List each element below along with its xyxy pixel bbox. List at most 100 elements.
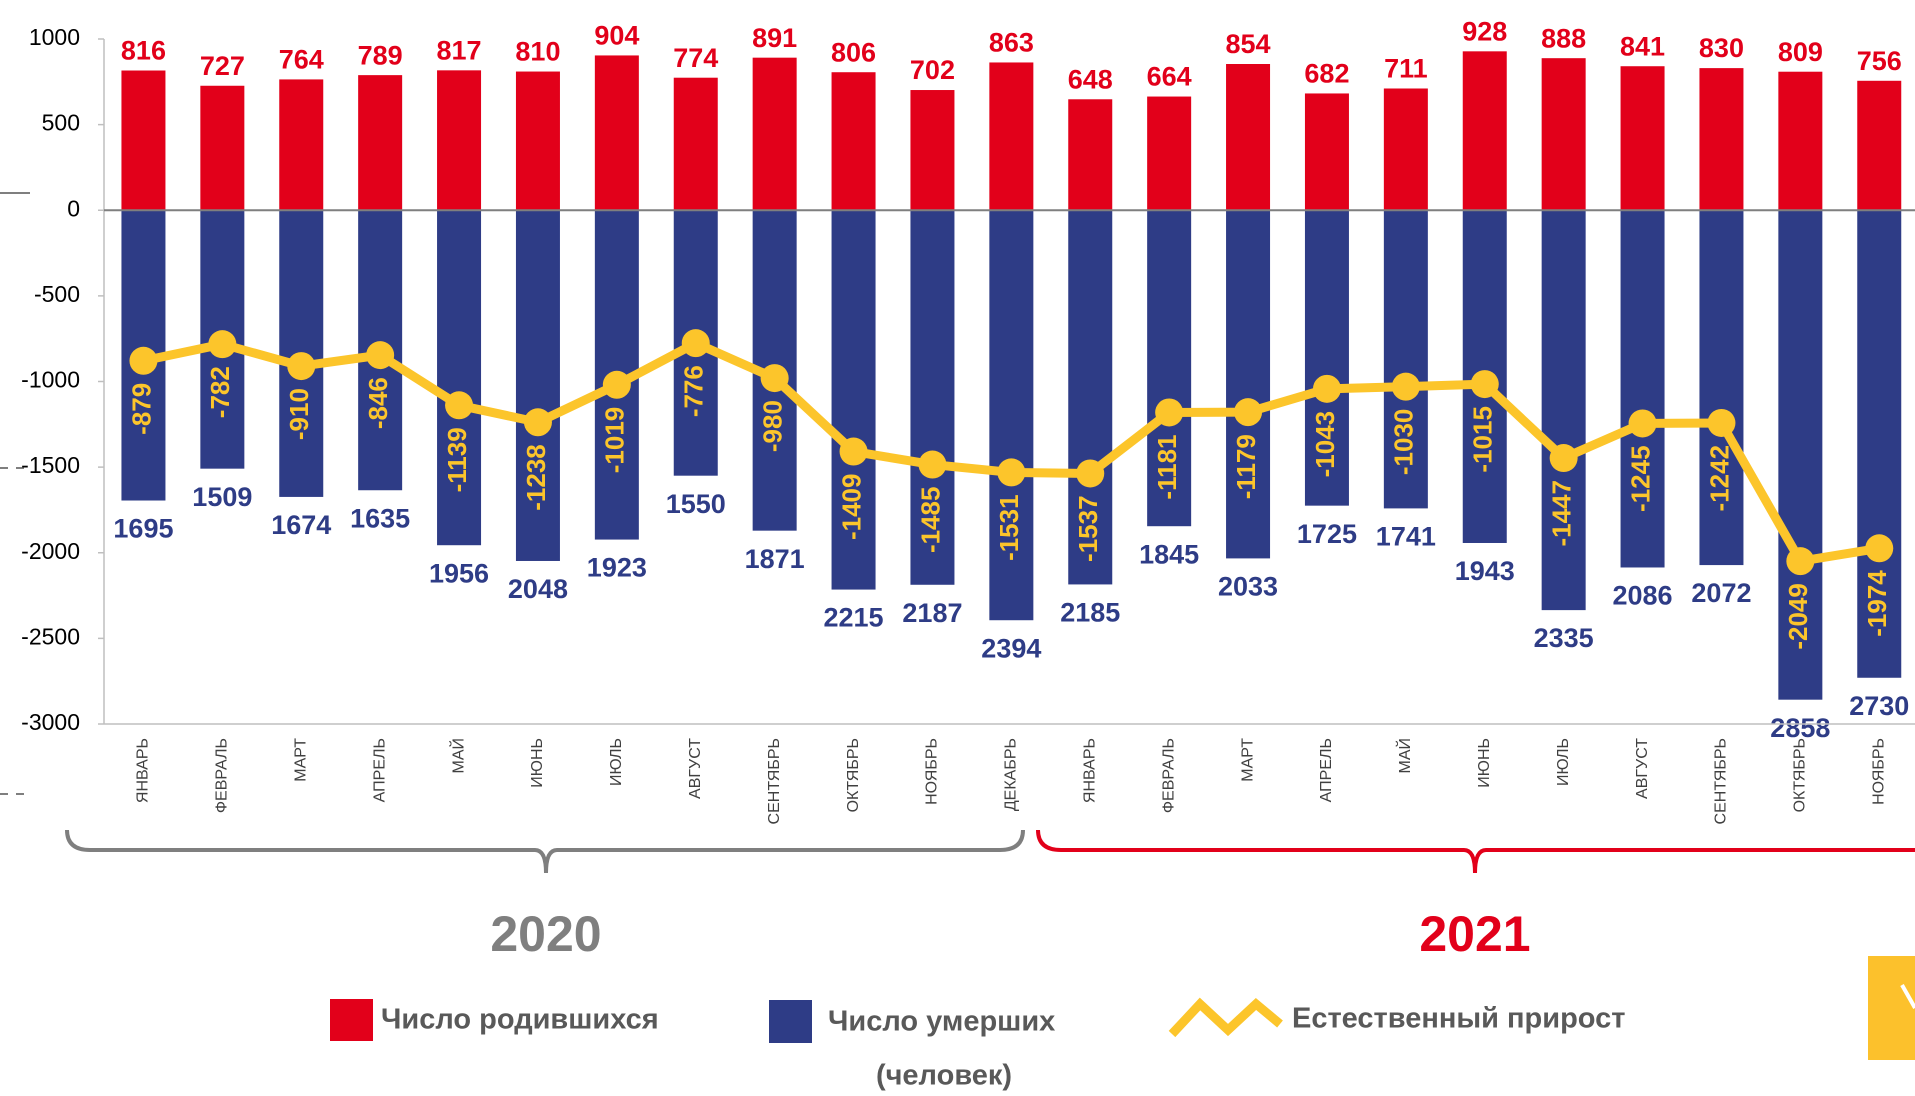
line-label: -1238 <box>521 444 551 511</box>
line-label: -1043 <box>1310 411 1340 478</box>
x-tick-label: МАЙ <box>1395 738 1414 774</box>
line-label: -1409 <box>836 474 866 541</box>
data-label: 1635 <box>350 503 410 533</box>
y-tick-label: -1000 <box>21 367 80 393</box>
data-label: 806 <box>831 37 876 67</box>
line-label: -1015 <box>1468 406 1498 473</box>
x-tick-label: АВГУСТ <box>1634 738 1651 799</box>
line-label: -1537 <box>1073 495 1103 562</box>
bar <box>673 77 718 211</box>
x-tick-label: МАРТ <box>1239 738 1256 782</box>
line-label: -1531 <box>994 494 1024 560</box>
data-label: 1725 <box>1297 519 1357 549</box>
line-marker <box>1707 408 1736 437</box>
data-label: 702 <box>910 55 955 85</box>
x-tick-label: ИЮНЬ <box>1476 738 1493 788</box>
line-label: -1139 <box>442 427 472 492</box>
x-tick-label: ОКТЯБРЬ <box>845 738 862 812</box>
line-marker <box>1076 459 1105 488</box>
data-label: 817 <box>437 35 482 65</box>
line-label: -1485 <box>915 487 945 554</box>
line-marker <box>1628 409 1657 438</box>
x-tick-label: НОЯБРЬ <box>1870 738 1887 805</box>
x-tick-label: АВГУСТ <box>687 738 704 799</box>
data-label: 809 <box>1778 37 1823 67</box>
data-label: 2858 <box>1770 713 1830 743</box>
line-marker <box>918 450 947 479</box>
line-marker <box>1549 444 1578 473</box>
data-label: 888 <box>1541 23 1586 53</box>
bar <box>1068 210 1113 585</box>
x-tick-label: ОКТЯБРЬ <box>1792 738 1809 812</box>
data-label: 2048 <box>508 574 568 604</box>
data-label: 648 <box>1068 64 1113 94</box>
x-tick-label: ДЕКАБРЬ <box>1003 738 1020 811</box>
bar <box>1857 80 1902 211</box>
x-tick-label: ИЮЛЬ <box>608 738 625 786</box>
data-label: 2215 <box>824 603 884 633</box>
next-icon <box>1900 984 1915 1009</box>
bar <box>1778 71 1823 211</box>
line-marker <box>760 364 789 393</box>
data-label: 1550 <box>666 489 726 519</box>
line-label: -1030 <box>1389 409 1419 476</box>
line-marker <box>129 346 158 375</box>
line-marker <box>1865 534 1894 563</box>
x-tick-label: СЕНТЯБРЬ <box>1713 738 1730 824</box>
bar <box>1068 99 1113 211</box>
line-label: -776 <box>679 365 709 417</box>
bar <box>1541 58 1586 211</box>
x-tick-label: ФЕВРАЛЬ <box>1160 738 1177 813</box>
data-label: 2187 <box>902 598 962 628</box>
bar <box>1462 51 1507 211</box>
bar <box>1226 64 1271 211</box>
x-tick-label: МАЙ <box>448 738 467 774</box>
data-label: 841 <box>1620 31 1665 61</box>
bar <box>989 210 1034 621</box>
next-button[interactable] <box>1868 956 1915 1060</box>
x-tick-label: ЯНВАРЬ <box>135 738 152 803</box>
line-marker <box>1312 374 1341 403</box>
data-label: 2086 <box>1613 581 1673 611</box>
line-marker <box>1234 398 1263 427</box>
line-label: -1242 <box>1704 445 1734 512</box>
data-label: 2033 <box>1218 572 1278 602</box>
line-label: -1974 <box>1862 570 1892 637</box>
data-label: 664 <box>1147 62 1192 92</box>
bar <box>1304 210 1349 506</box>
data-label: 1695 <box>113 514 173 544</box>
data-label: 2072 <box>1691 578 1751 608</box>
bar <box>910 210 955 585</box>
data-label: 2394 <box>981 633 1041 663</box>
bar <box>1304 93 1349 211</box>
bar <box>200 85 245 211</box>
legend-swatch <box>330 999 373 1041</box>
legend-label: Число умерших <box>828 1006 1055 1038</box>
line-label: -910 <box>284 388 314 440</box>
legend-swatch <box>1168 997 1283 1038</box>
data-label: 2730 <box>1849 691 1909 721</box>
y-tick-label: -2500 <box>21 623 80 649</box>
year-brace <box>65 829 1025 874</box>
data-label: 816 <box>121 36 166 66</box>
data-label: 789 <box>358 40 403 70</box>
line-label: -879 <box>126 383 156 435</box>
y-tick-label: 1000 <box>29 24 80 50</box>
line-label: -782 <box>205 366 235 418</box>
bar <box>1699 210 1744 566</box>
line-marker <box>839 437 868 466</box>
line-marker <box>602 370 631 399</box>
data-label: 830 <box>1699 33 1744 63</box>
bar <box>1778 210 1823 700</box>
legend-swatch <box>769 1000 812 1043</box>
x-tick-label: ФЕВРАЛЬ <box>214 738 231 813</box>
y-tick-label: -3000 <box>21 709 80 735</box>
line-label: -1447 <box>1547 480 1577 546</box>
data-label: 854 <box>1226 29 1271 59</box>
bar <box>989 62 1034 211</box>
x-tick-label: АПРЕЛЬ <box>371 738 388 802</box>
data-label: 863 <box>989 28 1034 58</box>
bar <box>279 79 324 211</box>
data-label: 711 <box>1384 54 1428 84</box>
